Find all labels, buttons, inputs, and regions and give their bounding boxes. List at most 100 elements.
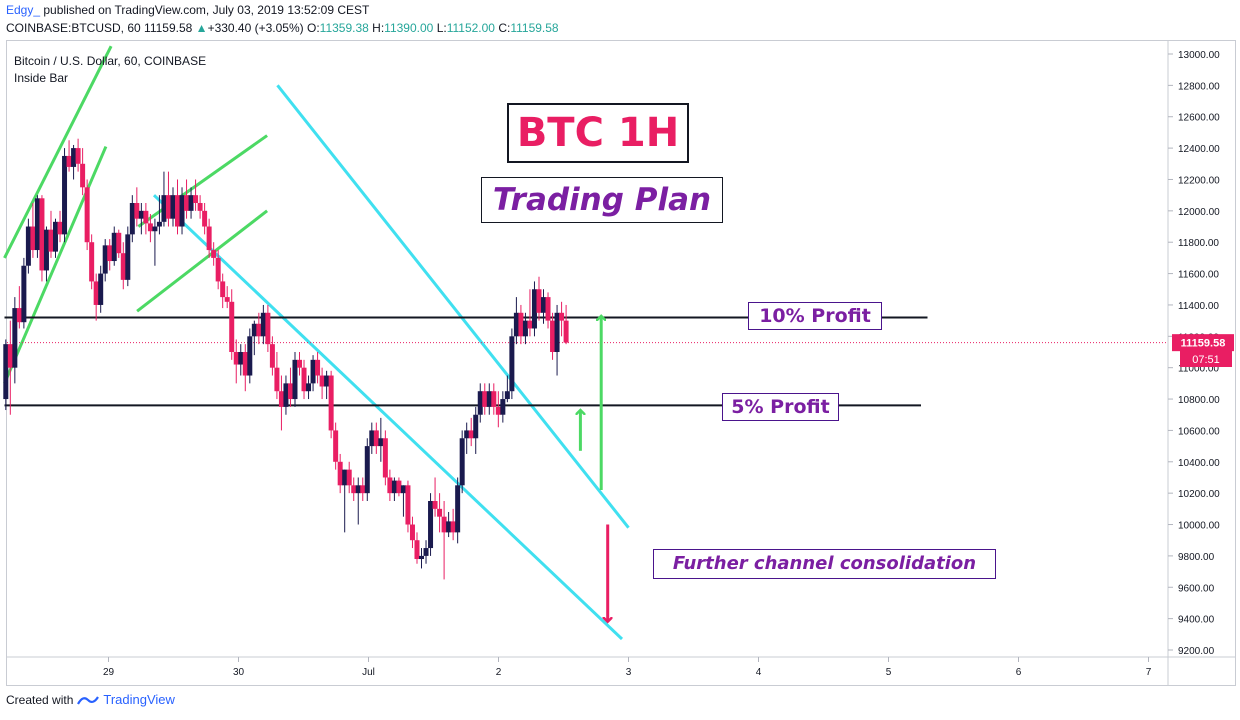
candle: [527, 289, 533, 337]
y-tick-label: 9400.00: [1178, 615, 1215, 626]
countdown-value: 07:51: [1192, 354, 1220, 366]
candle: [391, 477, 397, 501]
candle: [7, 320, 13, 415]
candle: [319, 367, 325, 400]
candle-body: [423, 548, 429, 556]
candle-body: [25, 226, 31, 266]
price-axis[interactable]: 9200.00 9400.00 9600.00 9800.00 10000.00 1020…: [1168, 50, 1220, 657]
candle-body: [71, 148, 77, 167]
trend-channels[interactable]: [3, 45, 630, 641]
candle: [39, 195, 45, 282]
author-name[interactable]: Edgy_: [6, 3, 41, 17]
candle: [57, 210, 63, 243]
candle: [315, 352, 321, 384]
profit-levels[interactable]: [4, 316, 1169, 407]
candle: [459, 430, 465, 494]
candle-body: [550, 320, 556, 352]
candle-body: [202, 210, 208, 227]
candle-body: [315, 359, 321, 376]
cyan-channel-line[interactable]: [152, 194, 624, 641]
candle-body: [7, 344, 13, 368]
candle-body: [66, 155, 72, 167]
candle: [468, 417, 474, 447]
candle: [143, 203, 149, 235]
candle: [486, 383, 492, 415]
candle-body: [450, 521, 456, 533]
candle-body: [143, 210, 149, 224]
consolidation-label[interactable]: Further channel consolidation: [653, 549, 996, 579]
candle-body: [84, 187, 90, 243]
x-tick-label: 3: [626, 667, 632, 678]
profit-10-label[interactable]: 10% Profit: [748, 302, 882, 330]
green-channel-line[interactable]: [3, 45, 113, 259]
candle: [531, 281, 537, 337]
candle: [111, 226, 117, 266]
candle-body: [30, 226, 36, 251]
candle-body: [224, 297, 230, 302]
indicator-label[interactable]: Inside Bar: [14, 71, 68, 85]
green-channel-line[interactable]: [3, 145, 108, 384]
candle-body: [459, 438, 465, 486]
candle: [93, 273, 99, 321]
candle-body: [93, 281, 99, 305]
time-axis[interactable]: 29 30 Jul 2 3 4 5 6 7: [103, 657, 1152, 678]
candle-body: [152, 226, 158, 232]
candle: [184, 179, 190, 219]
y-tick-label: 11000.00: [1178, 364, 1219, 375]
y-tick-label: 11800.00: [1178, 238, 1219, 249]
candle-body: [102, 245, 108, 274]
candle-body: [111, 232, 117, 262]
candle: [550, 312, 556, 360]
candle-body: [233, 352, 239, 365]
candle: [62, 148, 68, 243]
candle-body: [414, 540, 420, 560]
candle: [477, 383, 483, 423]
chart-title-box[interactable]: BTC 1H: [507, 103, 689, 163]
candle: [437, 493, 443, 533]
open-value: 11359.38: [319, 21, 369, 35]
cyan-channel-line[interactable]: [276, 84, 630, 529]
candle-body: [522, 320, 528, 337]
candle: [446, 511, 452, 538]
candle: [43, 226, 49, 282]
green-channel-line[interactable]: [136, 209, 269, 313]
candle-body: [12, 308, 18, 368]
candle: [342, 469, 348, 533]
y-tick-label: 12200.00: [1178, 175, 1220, 186]
candle-body: [536, 289, 542, 313]
candle: [202, 203, 208, 235]
candle: [80, 148, 86, 196]
y-tick-label: 9600.00: [1178, 583, 1215, 594]
candle-body: [400, 485, 406, 494]
brand-link[interactable]: TradingView: [103, 692, 175, 707]
candle-body: [387, 477, 393, 494]
candle: [504, 375, 510, 403]
candle: [387, 469, 393, 501]
candle: [193, 179, 199, 211]
candle: [233, 339, 239, 384]
candle: [147, 213, 153, 243]
candle: [120, 242, 126, 290]
profit-5-label[interactable]: 5% Profit: [722, 393, 839, 421]
candle: [405, 480, 411, 533]
candle: [337, 453, 343, 494]
candle-body: [328, 375, 334, 431]
candle-body: [80, 163, 86, 188]
candle: [301, 359, 307, 400]
candle-body: [500, 399, 506, 415]
projection-arrows[interactable]: [580, 316, 607, 622]
candle: [378, 417, 384, 462]
candle: [559, 301, 565, 337]
candle-body: [527, 320, 533, 329]
candle: [554, 304, 560, 376]
candle: [260, 304, 266, 345]
trading-plan-box[interactable]: Trading Plan: [481, 177, 723, 223]
candle: [98, 265, 104, 313]
y-tick-label: 12800.00: [1178, 81, 1220, 92]
candle: [274, 352, 280, 400]
candle: [563, 304, 569, 345]
series-title[interactable]: Bitcoin / U.S. Dollar, 60, COINBASE: [14, 54, 206, 68]
candle-body: [220, 281, 226, 298]
candle: [518, 304, 524, 345]
